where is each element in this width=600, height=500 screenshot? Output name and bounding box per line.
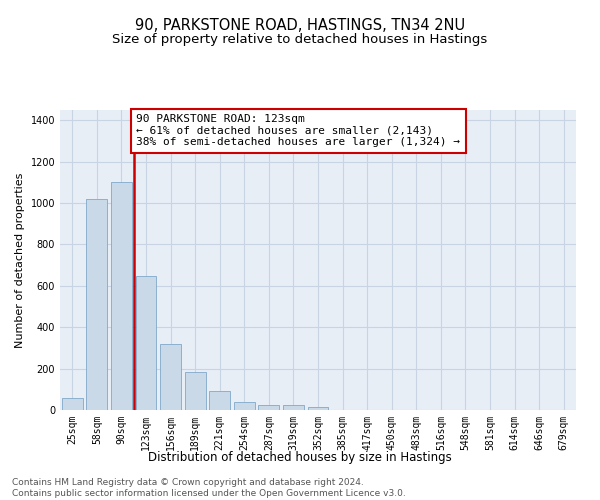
- Text: Size of property relative to detached houses in Hastings: Size of property relative to detached ho…: [112, 32, 488, 46]
- Bar: [136, 276, 157, 410]
- Text: Distribution of detached houses by size in Hastings: Distribution of detached houses by size …: [148, 451, 452, 464]
- Bar: [209, 392, 230, 410]
- Bar: [160, 344, 181, 410]
- Bar: [283, 405, 304, 410]
- Bar: [111, 182, 132, 410]
- Text: 90, PARKSTONE ROAD, HASTINGS, TN34 2NU: 90, PARKSTONE ROAD, HASTINGS, TN34 2NU: [135, 18, 465, 32]
- Bar: [308, 407, 328, 410]
- Bar: [259, 405, 280, 410]
- Bar: [185, 372, 206, 410]
- Bar: [62, 398, 83, 410]
- Bar: [234, 402, 255, 410]
- Y-axis label: Number of detached properties: Number of detached properties: [15, 172, 25, 348]
- Bar: [86, 199, 107, 410]
- Text: 90 PARKSTONE ROAD: 123sqm
← 61% of detached houses are smaller (2,143)
38% of se: 90 PARKSTONE ROAD: 123sqm ← 61% of detac…: [136, 114, 460, 148]
- Text: Contains HM Land Registry data © Crown copyright and database right 2024.
Contai: Contains HM Land Registry data © Crown c…: [12, 478, 406, 498]
